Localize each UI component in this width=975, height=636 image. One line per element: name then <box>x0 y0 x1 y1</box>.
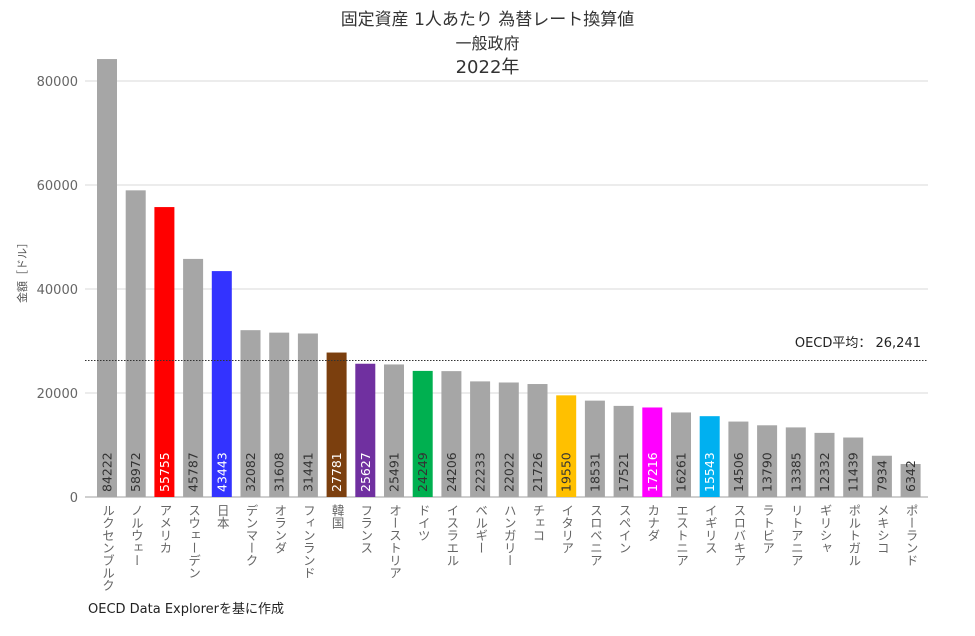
x-tick-label: デンマーク <box>243 504 259 567</box>
bar-value-label: 84222 <box>100 452 115 492</box>
x-tick-label: 日本 <box>214 504 230 529</box>
x-tick-label: オランダ <box>272 504 288 554</box>
x-tick-label: ラトビア <box>760 504 776 554</box>
bar-value-label: 6342 <box>903 460 918 492</box>
bar-value-label: 19550 <box>559 452 574 492</box>
bar <box>527 384 548 497</box>
chart-subtitle: 一般政府 <box>320 34 655 54</box>
bar <box>183 258 204 497</box>
x-tick-label: チェコ <box>530 504 546 542</box>
x-tick-label: メキシコ <box>874 504 890 554</box>
bar <box>470 381 491 497</box>
x-tick-label: アメリカ <box>157 504 173 554</box>
bar-value-label: 25491 <box>387 452 402 492</box>
bar <box>297 333 318 497</box>
x-tick-label: カナダ <box>645 504 661 542</box>
bar <box>441 371 462 497</box>
y-axis-label: 金額［ドル］ <box>16 237 29 303</box>
y-tick-label: 20000 <box>37 387 78 402</box>
bar-value-label: 24206 <box>444 452 459 492</box>
source-note: OECD Data Explorerを基に作成 <box>88 602 284 617</box>
bar-value-label: 14506 <box>731 452 746 492</box>
bar <box>211 271 232 497</box>
bar <box>498 382 519 497</box>
bar-value-label: 27781 <box>329 452 344 492</box>
x-tick-label: スウェーデン <box>186 504 202 579</box>
bar-value-label: 12332 <box>817 452 832 492</box>
bar <box>728 421 749 497</box>
bar <box>671 412 691 497</box>
bar-value-label: 58972 <box>128 452 143 492</box>
x-tick-label: ベルギー <box>473 504 489 554</box>
x-tick-label: スロバキア <box>731 504 747 567</box>
bar <box>642 407 663 497</box>
bar-value-label: 18531 <box>587 452 602 492</box>
bar <box>556 395 577 497</box>
bar <box>871 455 892 497</box>
x-tick-label: ドイツ <box>415 504 431 542</box>
bar <box>757 425 778 497</box>
bar-value-label: 15543 <box>702 452 717 492</box>
bar-value-label: 32082 <box>243 452 258 492</box>
bar-value-label: 11439 <box>846 452 861 492</box>
x-tick-label: フィンランド <box>300 504 316 579</box>
bar <box>584 400 605 497</box>
bar-value-label: 21726 <box>530 452 545 492</box>
y-tick-label: 40000 <box>37 283 78 298</box>
bar <box>843 437 864 497</box>
bar <box>269 332 290 497</box>
oecd-average-label: OECD平均： 26,241 <box>794 336 921 351</box>
bar <box>384 364 404 497</box>
x-tick-label: ルクセンブルク <box>100 504 115 592</box>
bar-value-label: 31441 <box>300 452 315 492</box>
bar <box>412 370 433 497</box>
x-tick-label: ポルトガル <box>846 504 862 567</box>
x-tick-label: イタリア <box>559 504 575 554</box>
x-tick-label: エストニア <box>674 504 689 567</box>
bar-value-label: 17521 <box>616 452 631 492</box>
x-tick-label: スロベニア <box>587 504 603 567</box>
bar-value-label: 13385 <box>788 452 803 492</box>
x-tick-label: フランス <box>358 504 374 554</box>
bar-value-label: 13790 <box>760 452 775 492</box>
bar <box>814 432 835 497</box>
bar-value-label: 22233 <box>473 452 488 492</box>
bar-value-label: 7934 <box>874 460 889 492</box>
bar <box>699 416 720 497</box>
bar <box>154 207 175 497</box>
y-tick-label: 0 <box>70 491 78 506</box>
bar-value-label: 22022 <box>501 452 516 492</box>
bar <box>97 59 117 498</box>
bar <box>613 405 634 497</box>
bar <box>326 352 347 497</box>
bar-value-label: 17216 <box>645 452 660 492</box>
x-tick-label: 韓国 <box>329 504 345 529</box>
bar-value-label: 25627 <box>358 452 373 492</box>
x-tick-label: イスラエル <box>444 504 460 567</box>
bar <box>355 363 376 497</box>
x-tick-label: スペイン <box>616 504 632 554</box>
bar <box>240 330 261 497</box>
y-tick-label: 60000 <box>37 179 78 194</box>
x-tick-label: ポーランド <box>903 504 919 567</box>
bar <box>125 190 146 498</box>
bar-value-label: 16261 <box>674 452 689 492</box>
x-tick-label: オーストリア <box>387 504 402 579</box>
bar-value-label: 43443 <box>214 452 229 492</box>
y-tick-label: 80000 <box>37 75 78 90</box>
bar <box>900 464 921 497</box>
bar-value-label: 45787 <box>186 452 201 492</box>
x-tick-label: イギリス <box>702 504 718 554</box>
x-tick-label: リトアニア <box>788 504 804 567</box>
bar-value-label: 24249 <box>415 452 430 492</box>
bar-value-label: 31608 <box>272 452 287 492</box>
bar-value-label: 55755 <box>157 452 172 492</box>
x-tick-label: ノルウェー <box>128 504 144 567</box>
x-tick-label: ギリシャ <box>817 504 833 554</box>
x-tick-label: ハンガリー <box>501 504 517 567</box>
bar <box>785 427 806 497</box>
chart-year: 2022年 <box>320 58 655 78</box>
chart-title: 固定資産 1人あたり 為替レート換算値 <box>320 10 655 30</box>
